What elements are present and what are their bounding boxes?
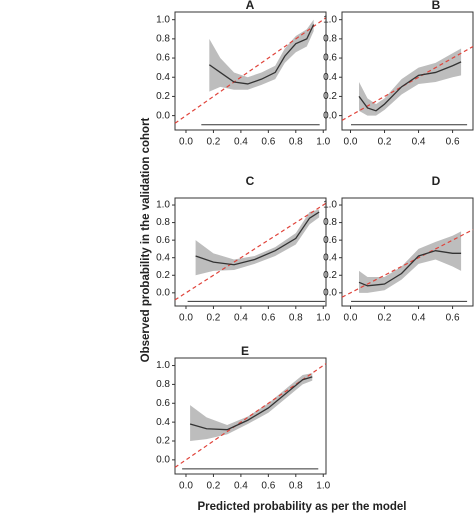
x-tick-label: 0.6 (261, 481, 275, 492)
y-axis-label: Observed probability in the validation c… (140, 117, 152, 362)
panel-title: E (241, 344, 249, 358)
y-tick-label: 0.8 (323, 217, 337, 228)
x-tick-label: 0.4 (234, 481, 248, 492)
confidence-band (209, 19, 314, 92)
plot-frame (174, 197, 327, 307)
x-tick-label: 0.4 (412, 313, 426, 324)
y-tick-label: 0.6 (156, 53, 170, 64)
x-axis-label: Predicted probability as per the model (198, 501, 407, 513)
y-tick-label: 1.0 (156, 360, 170, 371)
plot-frame (341, 197, 474, 307)
y-tick-label: 0.0 (323, 110, 337, 121)
panel-title: C (246, 174, 255, 188)
reference-line (341, 229, 474, 298)
calibration-line (358, 61, 462, 112)
x-tick-label: 0.8 (289, 481, 303, 492)
y-tick-label: 0.0 (323, 287, 337, 298)
plot-frame (174, 357, 327, 475)
reference-line (174, 202, 327, 301)
y-tick-label: 0.8 (156, 34, 170, 45)
reference-line (174, 17, 327, 124)
y-tick-label: 0.2 (156, 436, 170, 447)
y-tick-label: 0.4 (323, 252, 337, 263)
y-tick-label: 0.8 (156, 217, 170, 228)
y-tick-label: 1.0 (323, 200, 337, 211)
y-tick-label: 0.6 (156, 235, 170, 246)
y-tick-label: 1.0 (323, 14, 337, 25)
reference-line (174, 363, 327, 468)
x-tick-label: 0.8 (289, 313, 303, 324)
x-tick-label: 0.0 (344, 313, 358, 324)
panel-title: A (246, 0, 255, 12)
y-tick-label: 0.0 (156, 454, 170, 465)
x-tick-label: 0.0 (179, 137, 193, 148)
y-tick-label: 0.0 (156, 287, 170, 298)
y-tick-label: 0.8 (156, 379, 170, 390)
y-tick-label: 0.4 (323, 72, 337, 83)
x-tick-label: 1.0 (316, 313, 330, 324)
x-tick-label: 0.2 (206, 313, 220, 324)
y-tick-label: 0.8 (323, 34, 337, 45)
plot-frame (174, 11, 327, 131)
x-tick-label: 0.6 (446, 137, 460, 148)
x-tick-label: 0.2 (206, 481, 220, 492)
calibration-line (189, 376, 313, 431)
x-tick-label: 0.4 (412, 137, 426, 148)
y-tick-label: 0.2 (323, 270, 337, 281)
panel-title: B (432, 0, 441, 12)
calibration-line (208, 24, 315, 85)
confidence-band (190, 373, 313, 441)
x-tick-label: 1.0 (316, 137, 330, 148)
y-tick-label: 0.2 (156, 91, 170, 102)
x-tick-label: 0.4 (234, 313, 248, 324)
calibration-line (358, 250, 462, 287)
x-tick-label: 0.0 (179, 313, 193, 324)
y-tick-label: 0.2 (323, 91, 337, 102)
x-tick-label: 0.8 (289, 137, 303, 148)
y-tick-label: 1.0 (156, 200, 170, 211)
x-tick-label: 0.4 (234, 137, 248, 148)
x-tick-label: 0.2 (378, 137, 392, 148)
panel-title: D (432, 174, 441, 188)
x-tick-label: 0.6 (446, 313, 460, 324)
plot-frame (341, 11, 474, 131)
y-tick-label: 1.0 (156, 14, 170, 25)
x-tick-label: 0.6 (261, 313, 275, 324)
confidence-band (359, 231, 462, 293)
y-tick-label: 0.2 (156, 270, 170, 281)
confidence-band (195, 209, 320, 276)
y-tick-label: 0.4 (156, 417, 170, 428)
y-tick-label: 0.0 (156, 110, 170, 121)
x-tick-label: 0.6 (261, 137, 275, 148)
x-tick-label: 0.0 (344, 137, 358, 148)
y-tick-label: 0.6 (323, 53, 337, 64)
x-tick-label: 0.2 (378, 313, 392, 324)
y-tick-label: 0.6 (156, 398, 170, 409)
x-tick-label: 1.0 (316, 481, 330, 492)
y-tick-label: 0.6 (323, 235, 337, 246)
y-tick-label: 0.4 (156, 72, 170, 83)
calibration-line (195, 211, 320, 266)
x-tick-label: 0.0 (179, 481, 193, 492)
x-tick-label: 0.2 (206, 137, 220, 148)
y-tick-label: 0.4 (156, 252, 170, 263)
